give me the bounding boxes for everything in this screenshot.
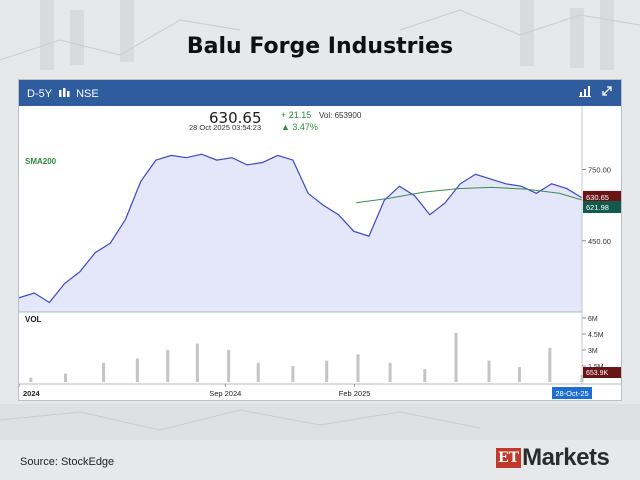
sma-value-label: 621.98 [586,203,609,212]
price-chart[interactable]: 630.65 + 21.15 Vol: 653900 28 Oct 2025 0… [19,106,621,400]
quote-change: + 21.15 [281,110,311,120]
last-date-badge [552,387,592,399]
chart-toolbar: D-5Y NSE [19,80,621,106]
interval-selector[interactable]: D-5Y [27,88,53,100]
source-note: Source: StockEdge [20,456,115,468]
volume-bar [388,362,392,382]
volume-label: VOL [25,315,42,324]
chart-panel: D-5Y NSE [18,79,622,401]
exchange-selector[interactable]: NSE [76,88,99,100]
bar-chart-icon[interactable] [579,85,591,97]
volume-bar [517,367,521,382]
sma200-line [356,186,583,204]
volume-bar [580,375,584,382]
volume-bar [548,347,552,382]
volume-tick-label: 6M [588,316,598,323]
last-date-label: 28-Oct-25 [555,389,588,398]
volume-bar [291,366,295,382]
candlestick-icon[interactable] [58,87,70,101]
logo-markets-text: Markets [522,444,610,471]
quote-datetime: 28 Oct 2025 03:54:23 [189,123,261,132]
volume-bar [325,360,329,382]
x-tick-label: 2024 [23,389,41,398]
last-price-badge [583,190,621,203]
volume-bar [454,332,458,382]
volume-bar [195,343,199,382]
quote-price: 630.65 [209,109,262,127]
et-markets-logo: ET Markets [496,444,610,472]
volume-bar [356,354,360,382]
volume-bar [29,377,33,382]
sma-value-badge [583,200,621,213]
volume-bar [63,373,67,382]
volume-bar [102,362,106,382]
last-volume-badge [583,367,621,379]
logo-et-mark: ET [496,448,522,468]
volume-tick-label: 3M [588,348,598,355]
last-volume-label: 653.9K [586,370,609,377]
page-title: Balu Forge Industries [186,34,454,59]
price-area [19,154,582,312]
y-tick-label: 450.00 [588,237,611,246]
volume-bar [135,358,139,382]
x-tick-label: Feb 2025 [339,389,371,398]
x-tick-label: Sep 2024 [209,389,241,398]
volume-bar [227,350,231,382]
y-tick-label: 750.00 [588,166,611,175]
expand-icon[interactable] [601,85,613,97]
price-line [19,153,583,304]
last-price-label: 630.65 [586,193,609,202]
quote-block: 630.65 + 21.15 Vol: 653900 28 Oct 2025 0… [189,109,362,132]
sma-legend-label: SMA200 [25,157,57,166]
volume-bar [423,369,427,382]
quote-change-pct: ▲ 3.47% [281,122,318,132]
volume-bar [256,362,260,382]
quote-volume: Vol: 653900 [319,111,362,120]
volume-bar [487,360,491,382]
volume-tick-label: 4.5M [588,332,604,339]
volume-bar [166,350,170,382]
